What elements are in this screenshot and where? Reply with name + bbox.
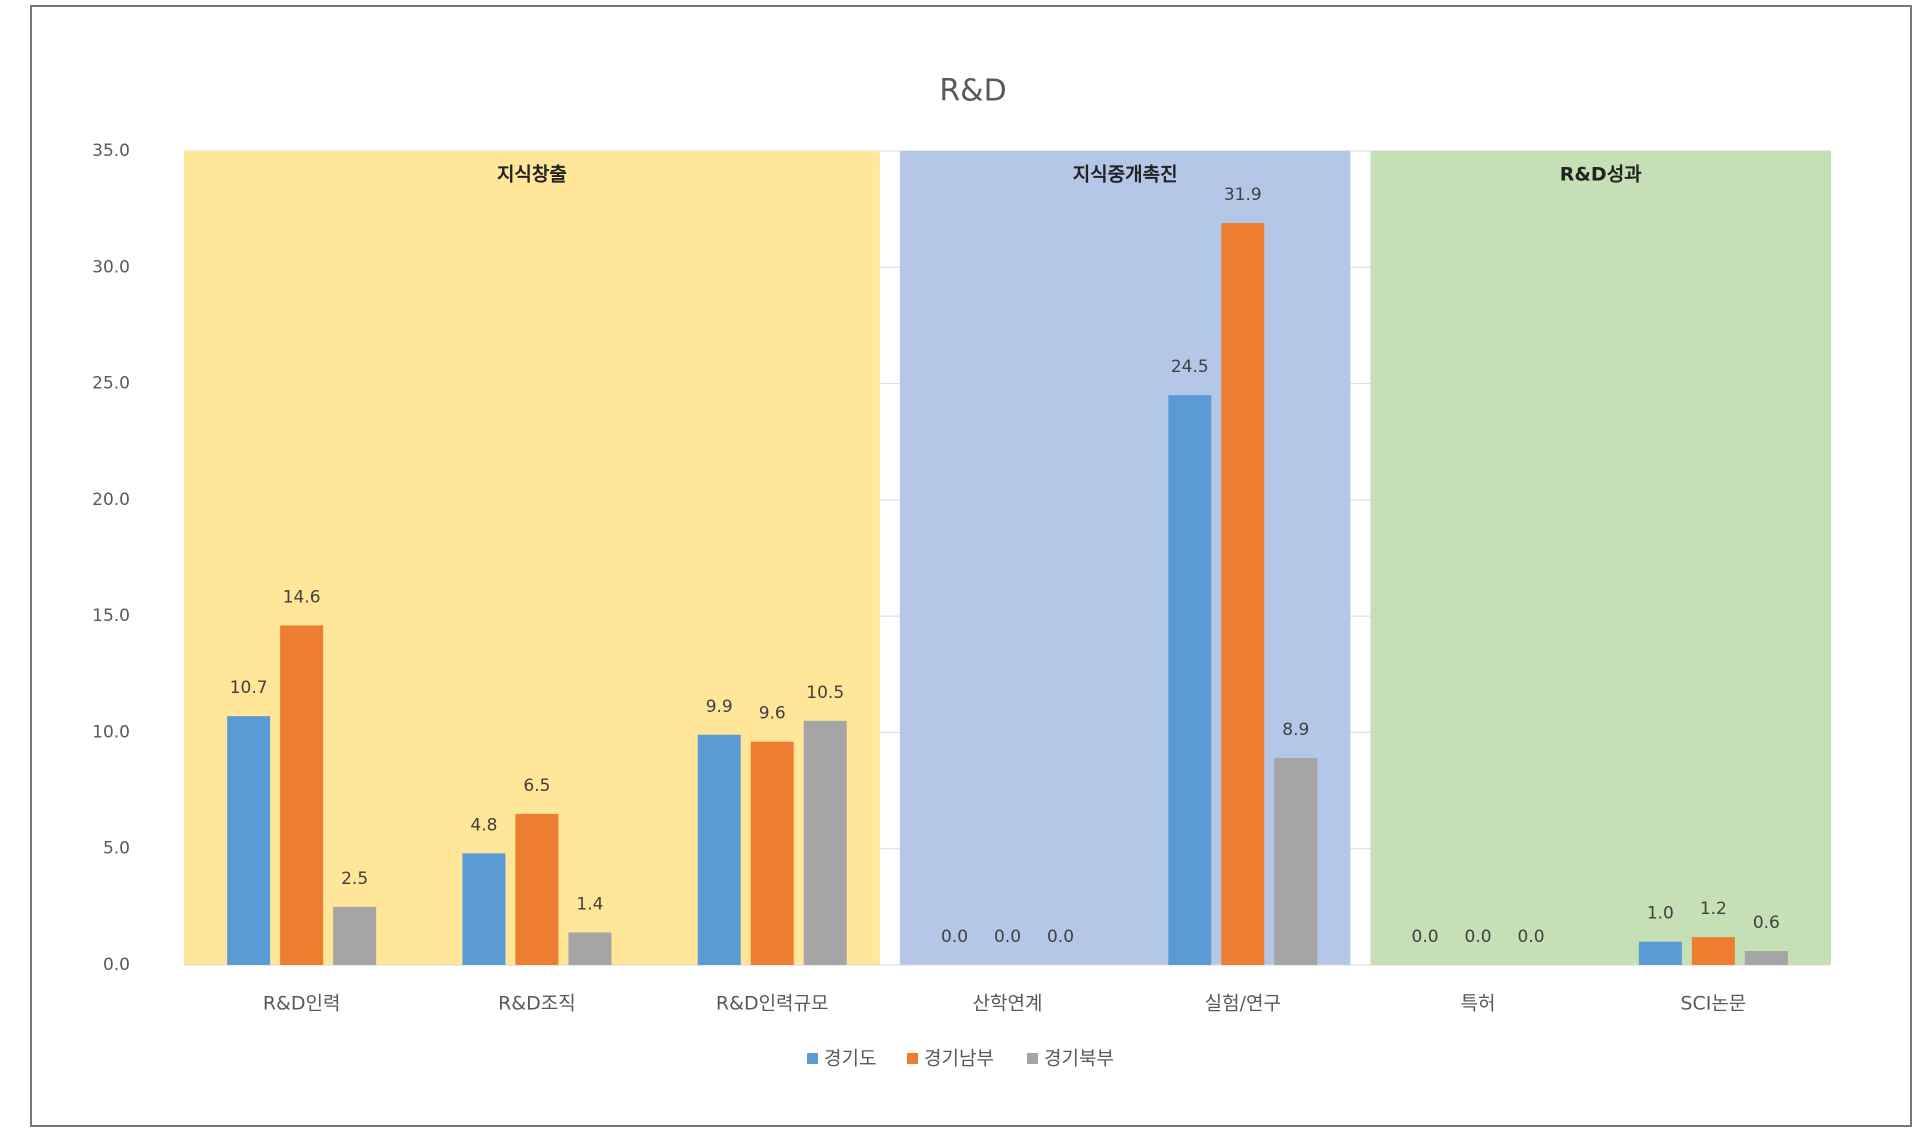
data-label: 0.0 — [1465, 927, 1492, 947]
bar — [515, 813, 559, 965]
group-label: 지식창출 — [497, 164, 567, 186]
bar — [568, 932, 612, 965]
data-label: 0.0 — [994, 927, 1021, 947]
bar — [1274, 758, 1318, 965]
data-label: 1.0 — [1647, 904, 1674, 924]
data-label: 1.2 — [1700, 899, 1727, 919]
data-label: 1.4 — [576, 894, 603, 914]
legend-label: 경기남부 — [924, 1048, 994, 1070]
bar — [1691, 937, 1735, 965]
legend-label: 경기북부 — [1044, 1048, 1114, 1070]
chart-title: R&D — [939, 74, 1006, 109]
x-tick-label: 특허 — [1461, 993, 1496, 1015]
bar — [280, 625, 324, 965]
data-label: 2.5 — [341, 869, 368, 889]
bar — [1638, 941, 1682, 965]
data-label: 31.9 — [1224, 185, 1262, 205]
legend-swatch — [807, 1053, 818, 1064]
legend-label: 경기도 — [824, 1048, 876, 1070]
legend-swatch — [1027, 1053, 1038, 1064]
data-label: 14.6 — [283, 587, 321, 607]
data-label: 24.5 — [1171, 357, 1209, 377]
x-tick-label: R&D인력 — [263, 993, 341, 1015]
x-tick-label: R&D조직 — [498, 993, 576, 1015]
x-tick-label: 산학연계 — [973, 993, 1043, 1015]
data-label: 8.9 — [1282, 720, 1309, 740]
y-tick-label: 20.0 — [92, 490, 130, 510]
data-label: 0.6 — [1753, 913, 1780, 933]
x-tick-label: SCI논문 — [1680, 993, 1746, 1015]
data-label: 0.0 — [1518, 927, 1545, 947]
data-label: 0.0 — [1412, 927, 1439, 947]
bar — [1221, 223, 1265, 965]
group-label: 지식중개촉진 — [1073, 164, 1178, 186]
bar — [803, 720, 847, 965]
bar — [333, 906, 377, 965]
bar — [750, 741, 794, 965]
group-band — [1370, 151, 1831, 965]
bar — [1168, 395, 1212, 965]
data-label: 0.0 — [941, 927, 968, 947]
bar — [227, 716, 271, 965]
data-label: 6.5 — [523, 776, 550, 796]
data-label: 10.5 — [806, 683, 844, 703]
data-label: 10.7 — [230, 678, 268, 698]
y-tick-label: 15.0 — [92, 606, 130, 626]
y-tick-label: 5.0 — [103, 839, 130, 859]
data-label: 4.8 — [470, 815, 497, 835]
bar — [697, 734, 741, 965]
y-tick-label: 35.0 — [92, 141, 130, 161]
legend-swatch — [907, 1053, 918, 1064]
data-label: 9.9 — [706, 697, 733, 717]
y-tick-label: 30.0 — [92, 257, 130, 277]
y-tick-label: 10.0 — [92, 722, 130, 742]
y-tick-label: 0.0 — [103, 955, 130, 975]
bar — [462, 853, 506, 965]
x-tick-label: R&D인력규모 — [716, 993, 829, 1015]
x-tick-label: 실험/연구 — [1205, 993, 1281, 1015]
data-label: 0.0 — [1047, 927, 1074, 947]
group-label: R&D성과 — [1560, 164, 1642, 186]
bar — [1744, 951, 1788, 965]
data-label: 9.6 — [759, 704, 786, 724]
y-tick-label: 25.0 — [92, 374, 130, 394]
